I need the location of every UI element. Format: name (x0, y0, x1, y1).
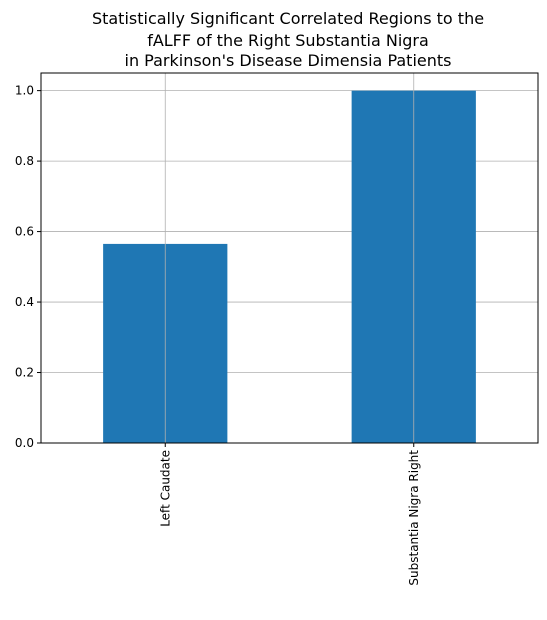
chart-title-line-2: fALFF of the Right Substantia Nigra (147, 31, 429, 50)
chart-title-line-3: in Parkinson's Disease Dimensia Patients (125, 51, 452, 70)
y-tick-label: 0.8 (15, 154, 34, 168)
chart-title-line-1: Statistically Significant Correlated Reg… (92, 9, 484, 28)
chart-title: Statistically Significant Correlated Reg… (92, 9, 484, 70)
y-tick-label: 0.0 (15, 436, 34, 450)
y-tick-label: 0.6 (15, 225, 34, 239)
x-axis-ticks: Left Caudate Substantia Nigra Right (158, 443, 421, 586)
x-tick-label: Substantia Nigra Right (407, 450, 421, 586)
y-tick-label: 0.2 (15, 366, 34, 380)
x-tick-label: Left Caudate (158, 450, 172, 527)
y-axis-ticks: 0.0 0.2 0.4 0.6 0.8 1.0 (15, 84, 41, 450)
bars (103, 91, 476, 443)
y-tick-label: 1.0 (15, 84, 34, 98)
y-tick-label: 0.4 (15, 295, 34, 309)
